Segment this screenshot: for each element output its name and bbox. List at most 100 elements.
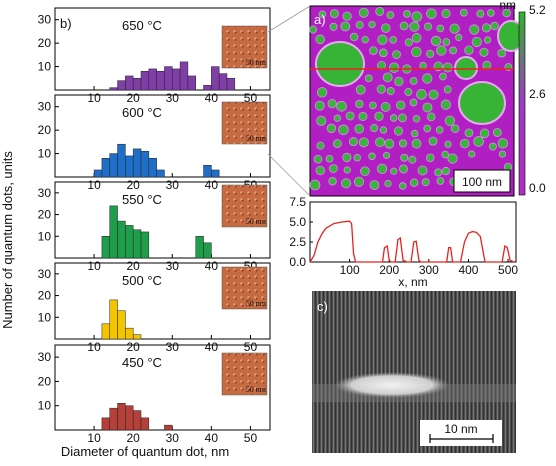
histogram-bar — [195, 236, 204, 259]
profile-y-tick-label: 5.0 — [289, 215, 306, 229]
x-tick-label: 10 — [87, 340, 101, 354]
afm-dot — [479, 128, 490, 139]
afm-dot — [428, 89, 439, 100]
x-tick-label: 20 — [127, 431, 141, 445]
afm-dot — [389, 114, 398, 122]
panel-b-label: b) — [60, 16, 72, 31]
afm-inset-image — [221, 266, 268, 310]
afm-dot — [498, 150, 507, 158]
y-tick-label: 30 — [38, 100, 52, 114]
afm-dot — [316, 87, 328, 98]
histogram-bar — [211, 66, 220, 91]
y-tick-label: 10 — [38, 147, 52, 161]
afm-dot — [343, 166, 351, 174]
afm-dot — [444, 115, 455, 126]
afm-dot — [482, 60, 492, 70]
afm-dot — [315, 34, 326, 45]
x-tick-label: 10 — [87, 259, 101, 273]
afm-dot — [338, 124, 349, 136]
colorbar-tick-label: 5.2 — [529, 3, 546, 17]
afm-dot — [389, 35, 397, 44]
afm-dot — [442, 62, 453, 73]
profile-x-tick-label: 200 — [379, 263, 399, 277]
histogram-frame — [54, 262, 271, 340]
afm-dot — [483, 36, 492, 44]
afm-dot — [419, 61, 427, 70]
afm-dot — [409, 21, 420, 32]
histogram-bar — [140, 150, 150, 178]
x-tick-label: 10 — [87, 431, 101, 445]
x-tick-label: 20 — [127, 340, 141, 354]
afm-large-island — [315, 41, 365, 87]
afm-dot — [377, 34, 388, 45]
panel-a-afm: a) 100 nm nm 5.2 2.6 0.0 — [267, 0, 546, 197]
afm-dot — [360, 166, 370, 177]
afm-dot — [450, 124, 460, 133]
x-tick-label: 50 — [244, 431, 258, 445]
afm-dot — [426, 8, 437, 19]
histogram-bar — [101, 323, 110, 340]
histogram-bar — [109, 153, 118, 178]
inset-scale-label: 50 nm — [246, 299, 267, 308]
afm-dot — [390, 167, 398, 175]
profile-frame — [309, 201, 517, 263]
x-tick-label: 20 — [127, 91, 141, 105]
tem-scalebar-label: 10 nm — [444, 422, 477, 436]
afm-dot — [404, 87, 413, 96]
afm-dot — [436, 177, 445, 185]
afm-dot — [404, 38, 413, 47]
x-tick-label: 10 — [87, 91, 101, 105]
afm-dot — [428, 136, 438, 146]
afm-dot — [497, 48, 507, 58]
histogram-bar — [164, 66, 173, 91]
afm-dot — [386, 87, 395, 96]
histogram-bar — [125, 405, 134, 431]
afm-dot — [369, 180, 380, 190]
afm-dot — [345, 111, 355, 121]
x-tick-label: 50 — [244, 340, 258, 354]
afm-dot — [384, 138, 395, 149]
x-tick-label: 30 — [166, 259, 180, 273]
afm-dot — [421, 178, 430, 187]
tem-scalebar-box — [420, 420, 502, 446]
temperature-label: 600 °C — [122, 105, 162, 120]
afm-dot — [442, 38, 451, 46]
y-tick-label: 30 — [38, 350, 52, 364]
histogram-bar — [101, 417, 110, 431]
afm-dot — [488, 142, 497, 151]
afm-dot — [384, 179, 392, 188]
histogram-bar — [101, 158, 110, 178]
afm-dot — [369, 46, 378, 55]
afm-dot — [375, 6, 385, 16]
y-tick-label: 30 — [38, 267, 52, 281]
afm-dot — [436, 45, 447, 56]
afm-large-island — [458, 81, 506, 125]
afm-dot — [353, 154, 361, 162]
afm-dot — [441, 166, 450, 176]
x-tick-label: 40 — [205, 259, 219, 273]
afm-dot — [502, 8, 511, 18]
afm-dot — [355, 99, 364, 109]
afm-dot — [464, 128, 474, 138]
afm-dot — [430, 35, 442, 47]
afm-dot — [386, 11, 395, 19]
histogram-bar — [148, 68, 157, 91]
afm-dot — [368, 20, 376, 29]
histogram-bar — [172, 68, 181, 91]
afm-scalebar-label: 100 nm — [462, 175, 502, 189]
afm-dot — [325, 154, 334, 163]
afm-dot — [481, 23, 492, 33]
temperature-label: 550 °C — [122, 192, 162, 207]
histogram-bar — [187, 75, 196, 91]
histogram-bar — [164, 424, 173, 431]
afm-dot — [398, 182, 407, 190]
histogram-bar — [117, 403, 126, 431]
afm-dot — [380, 102, 391, 112]
histogram-bar — [226, 78, 236, 91]
afm-inset-image — [221, 101, 268, 145]
histogram-bar — [125, 75, 134, 91]
afm-dot — [435, 126, 444, 134]
histogram-bar — [156, 71, 165, 91]
histogram-frame — [54, 344, 271, 431]
x-tick-label: 40 — [205, 431, 219, 445]
